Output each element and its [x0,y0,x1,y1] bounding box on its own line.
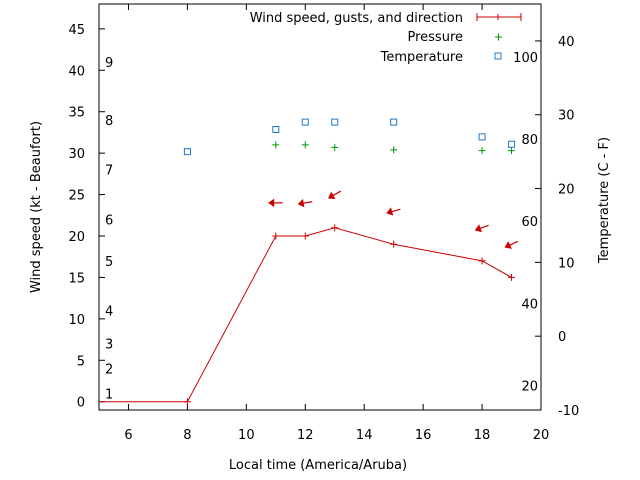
y2-axis-label: Temperature (C - F) [597,137,612,264]
wind-speed-point [272,232,280,240]
legend-label-pressure: Pressure [407,30,463,45]
wind-speed-point [301,232,309,240]
legend-label-temperature: Temperature [380,50,463,65]
x-tick-label: 14 [356,428,373,443]
y-tick-label: 20 [68,230,85,245]
wind-arrow [504,240,519,249]
pressure-point [478,147,486,155]
beaufort-label: 3 [105,338,113,353]
beaufort-label: 9 [105,56,113,71]
y2-tick-label: 20 [558,183,575,198]
x-tick-label: 8 [183,428,191,443]
beaufort-label: 2 [105,363,113,378]
y-tick-label: 15 [68,271,85,286]
pressure-point [331,143,339,151]
pressure-point [508,147,516,155]
wind-arrow [474,224,489,233]
wind-arrow-head [504,241,512,249]
pressure-point [390,146,398,154]
x-tick-label: 6 [124,428,132,443]
wind-arrow-head [474,224,483,233]
fahrenheit-label: 60 [521,215,538,230]
y-axis-label: Wind speed (kt - Beaufort) [29,121,44,293]
beaufort-scale-labels: 1 2 3 4 5 6 7 8 9 [105,56,113,402]
y-tick-label: 30 [68,147,85,162]
fahrenheit-label: 40 [521,298,538,313]
x-axis-label: Local time (America/Aruba) [229,458,407,473]
wind-arrow-head [328,191,336,200]
legend: Wind speed, gusts, and direction Pressur… [250,11,522,65]
y-axis-ticks: 0 5 10 15 20 25 30 35 40 45 [68,23,105,411]
wind-direction-arrows [268,190,519,249]
fahrenheit-label: 80 [521,133,538,148]
wind-arrow [268,198,283,208]
x-tick-label: 20 [533,428,550,443]
plot-frame [98,3,542,411]
legend-label-wind: Wind speed, gusts, and direction [250,11,463,26]
fahrenheit-scale-labels: 20 40 60 80 100 [513,51,538,394]
legend-swatch-wind-marker [495,14,501,20]
temperature-point [183,148,191,156]
x-tick-label: 12 [297,428,314,443]
wind-arrow-head [386,207,394,216]
temperature-point [478,133,486,141]
y2-tick-label: 0 [558,330,566,345]
y-tick-label: 35 [68,106,85,121]
beaufort-label: 6 [105,213,113,228]
wind-speed-series [99,224,516,406]
wind-speed-point [508,273,516,281]
legend-swatch-temperature [494,52,502,60]
pressure-series [272,141,516,155]
pressure-point [301,141,309,149]
y-tick-label: 25 [68,189,85,204]
y2-tick-label: 10 [558,256,575,271]
y2-tick-label: 30 [558,109,575,124]
pressure-point [272,141,280,149]
x-tick-label: 16 [415,428,432,443]
y-tick-label: 40 [68,64,85,79]
wind-arrow [328,190,342,200]
temperature-point [331,118,339,126]
wind-speed-point [478,257,486,265]
x-tick-label: 10 [238,428,255,443]
beaufort-label: 4 [105,305,113,320]
beaufort-label: 7 [105,164,113,179]
temperature-point [508,140,516,148]
fahrenheit-label: 20 [521,380,538,395]
beaufort-label: 5 [105,255,113,270]
temperature-point [272,125,280,133]
wind-arrow-head [297,198,305,208]
wind-arrow [297,198,313,208]
temperature-point [390,118,398,126]
y2-axis-ticks: -10 0 10 20 30 40 [535,35,579,419]
wind-speed-point [331,224,339,232]
temperature-point [301,118,309,126]
legend-swatch-pressure [495,33,502,41]
x-tick-label: 18 [474,428,491,443]
wind-speed-point [390,240,398,248]
wind-speed-line [99,227,512,403]
y-tick-label: 10 [68,313,85,328]
wind-arrow-head [268,198,275,208]
y2-tick-label: -10 [558,404,579,419]
y-tick-label: 5 [77,354,85,369]
beaufort-label: 8 [105,114,113,129]
beaufort-label: 1 [105,387,113,402]
wind-speed-point [183,398,191,406]
y2-tick-label: 40 [558,35,575,50]
x-axis-ticks: 6 8 10 12 14 16 18 20 [124,4,549,443]
y-tick-label: 45 [68,23,85,38]
y-tick-label: 0 [77,396,85,411]
wind-arrow [386,207,401,216]
temperature-series [183,118,516,156]
fahrenheit-label: 100 [513,51,538,66]
